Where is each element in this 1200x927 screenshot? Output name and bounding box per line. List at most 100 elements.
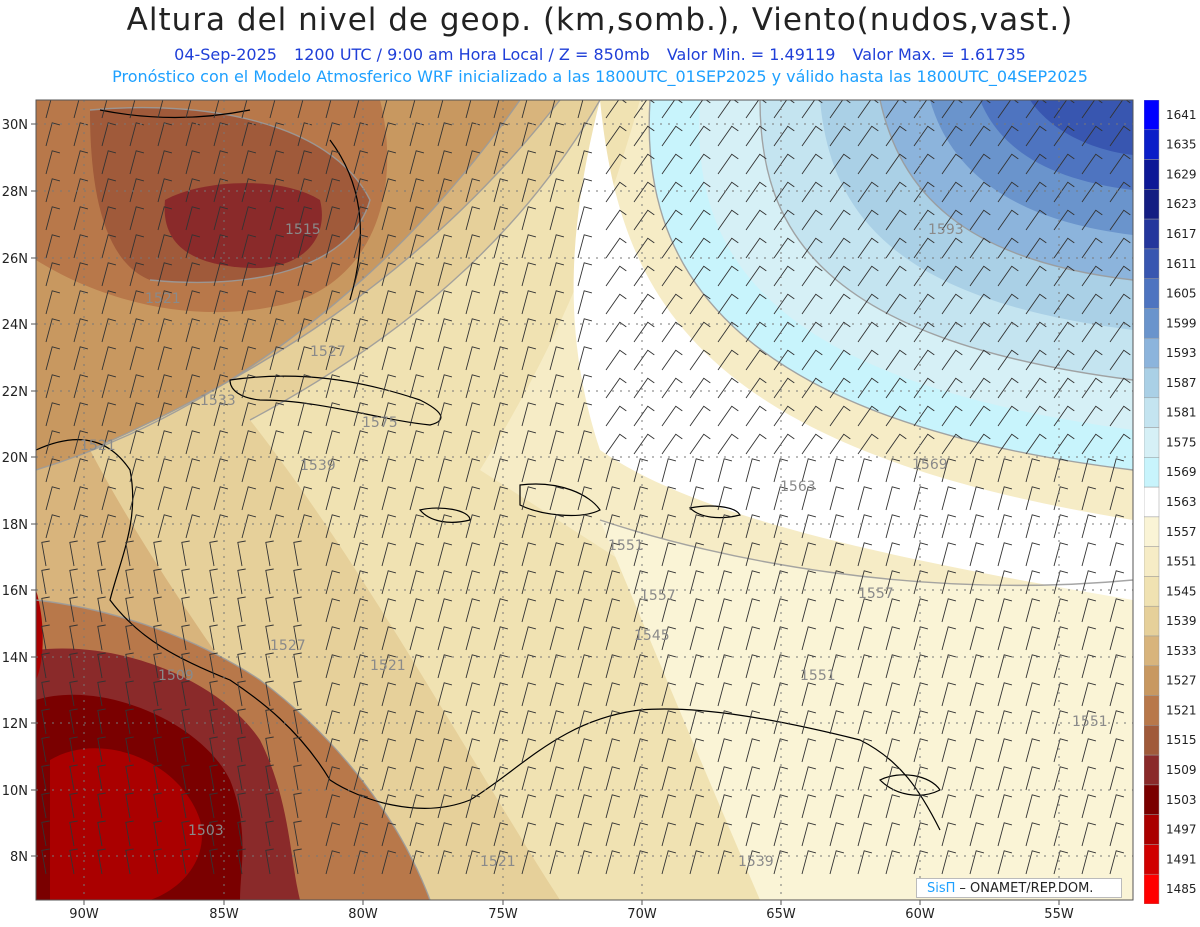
colorbar-swatch [1144,337,1160,369]
wind-barb [997,321,1019,343]
wind-barb [409,374,425,399]
wind-barb [997,100,1019,119]
wind-barb [689,405,711,427]
wind-barb [661,850,677,875]
wind-barb [409,626,425,651]
wind-barb [717,850,733,875]
wind-barb [213,100,220,119]
wind-barb [381,122,397,147]
wind-barb [493,290,509,315]
wind-barb [493,122,509,147]
wind-barb [633,682,649,707]
wind-barb [237,764,246,791]
lon-label: 75W [488,907,518,922]
wind-barb [913,321,935,343]
wind-barb [941,654,957,679]
wind-barb [913,433,935,455]
wind-barb [209,596,218,623]
wind-barb [381,710,397,735]
wind-barb [493,598,509,623]
wind-barb [605,237,627,259]
wind-barb [129,458,145,483]
wind-barb [45,318,61,343]
wind-barb [941,682,957,707]
wind-barb [1025,405,1047,427]
wind-barb [237,568,246,595]
colorbar-swatch [1144,308,1160,339]
wind-barb [829,125,851,147]
wind-barb [265,680,274,707]
wind-barb [745,458,761,483]
colorbar-label: 1515 [1166,733,1196,747]
wind-barb [773,209,795,231]
wind-barb [325,514,341,539]
wind-barb [717,626,733,651]
wind-barb [437,178,453,203]
wind-barb [41,568,50,595]
wind-barb [689,458,705,483]
wind-barb [1025,654,1041,679]
wind-barb [125,652,134,679]
wind-barb [801,265,823,287]
wind-barb [941,293,963,315]
wind-barb [605,349,627,371]
wind-barb [69,820,78,847]
wind-barb [661,542,677,567]
wind-barb [605,377,627,399]
wind-barb [437,822,453,847]
wind-barb [325,654,341,679]
wind-barb [969,570,985,595]
wind-barb [969,293,991,315]
colorbar-label: 1485 [1166,882,1196,896]
wind-barb [549,150,565,175]
wind-barb [745,738,761,763]
wind-barb [265,848,274,875]
wind-barb [437,626,453,651]
wind-barb [409,234,425,259]
wind-barb [353,654,369,679]
wind-barb [409,486,425,511]
wind-barb [745,570,761,595]
wind-barb [465,682,481,707]
wind-barb [325,402,341,427]
wind-barb [633,514,649,539]
wind-barb [857,377,879,399]
wind-barb [689,682,705,707]
wind-barb [153,540,162,567]
wind-barb [577,374,593,399]
wind-barb [45,458,61,483]
wind-barb [717,570,733,595]
wind-barb [885,570,901,595]
wind-barb [213,206,229,231]
wind-barb [269,374,285,399]
wind-barb [549,290,565,315]
wind-barb [465,262,481,287]
wind-barb [73,346,89,371]
wind-barb [829,822,845,847]
wind-barb [493,374,509,399]
wind-barb [129,318,145,343]
wind-barb [801,738,817,763]
wind-barb [325,598,341,623]
wind-barb [829,265,851,287]
wind-barb [773,486,789,511]
wind-barb [1081,654,1097,679]
wind-barb [549,346,565,371]
wind-barb [689,293,711,315]
wind-barb [353,290,369,315]
wind-barb [633,822,649,847]
contour-label: 1521 [480,854,516,870]
wind-barb [69,764,78,791]
wind-barb [353,542,369,567]
wind-barb [689,654,705,679]
wind-barb [1081,349,1103,371]
wind-barb [661,458,677,483]
wind-barb [689,794,705,819]
colorbar-swatch [1144,844,1160,875]
wind-barb [465,598,481,623]
wind-barb [885,514,901,539]
wind-barb [689,237,711,259]
wind-barb [1081,738,1097,763]
wind-barb [801,486,817,511]
wind-barb [437,150,453,175]
